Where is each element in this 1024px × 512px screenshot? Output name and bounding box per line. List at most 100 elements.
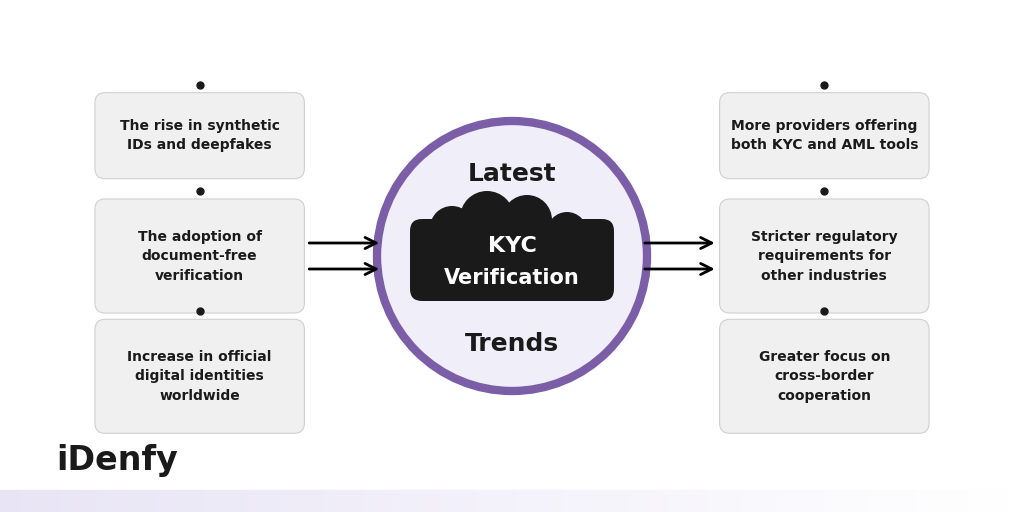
Bar [307, 490, 312, 512]
Bar [614, 490, 620, 512]
Bar [41, 490, 46, 512]
Bar [727, 490, 732, 512]
Bar [364, 490, 369, 512]
Bar [353, 490, 358, 512]
Bar [486, 490, 492, 512]
Bar [445, 490, 451, 512]
FancyBboxPatch shape [95, 319, 304, 433]
Bar [676, 490, 681, 512]
Bar [860, 490, 865, 512]
Bar [927, 490, 932, 512]
Bar [686, 490, 691, 512]
Bar [942, 490, 947, 512]
Bar [814, 490, 819, 512]
Text: The adoption of
document-free
verification: The adoption of document-free verificati… [137, 229, 262, 283]
Text: Latest: Latest [468, 162, 556, 186]
Bar [901, 490, 906, 512]
Bar [758, 490, 763, 512]
Bar [225, 490, 230, 512]
Bar [492, 490, 497, 512]
Bar [804, 490, 809, 512]
Bar [599, 490, 604, 512]
Text: More providers offering
both KYC and AML tools: More providers offering both KYC and AML… [730, 119, 919, 153]
Bar [56, 490, 61, 512]
Bar [348, 490, 353, 512]
Bar [430, 490, 435, 512]
Bar [261, 490, 266, 512]
Bar [410, 490, 415, 512]
Bar [845, 490, 850, 512]
Bar [20, 490, 26, 512]
Bar [717, 490, 722, 512]
Bar [824, 490, 829, 512]
Bar [548, 490, 553, 512]
Bar [916, 490, 922, 512]
Bar [532, 490, 538, 512]
Bar [154, 490, 159, 512]
Text: Trends: Trends [465, 332, 559, 356]
Bar [655, 490, 660, 512]
Bar [323, 490, 328, 512]
Bar [118, 490, 123, 512]
Bar [502, 490, 507, 512]
Bar [543, 490, 548, 512]
Bar [184, 490, 189, 512]
Bar [317, 490, 323, 512]
Bar [906, 490, 911, 512]
Bar [282, 490, 287, 512]
Bar [276, 490, 282, 512]
Circle shape [502, 195, 552, 245]
Bar [358, 490, 364, 512]
Bar [210, 490, 215, 512]
Bar [737, 490, 742, 512]
Bar [379, 490, 384, 512]
Bar [998, 490, 1004, 512]
Bar [312, 490, 317, 512]
Bar [563, 490, 568, 512]
Bar [650, 490, 655, 512]
Bar [440, 490, 445, 512]
Bar [215, 490, 220, 512]
Bar [271, 490, 276, 512]
Bar [512, 490, 517, 512]
Bar [952, 490, 957, 512]
Bar [159, 490, 164, 512]
Circle shape [547, 212, 587, 252]
Bar [61, 490, 67, 512]
Bar [108, 490, 113, 512]
Bar [287, 490, 292, 512]
Bar [660, 490, 666, 512]
Bar [404, 490, 410, 512]
Bar [988, 490, 993, 512]
Bar [589, 490, 594, 512]
Bar [1019, 490, 1024, 512]
Bar [896, 490, 901, 512]
Bar [338, 490, 343, 512]
Bar [978, 490, 983, 512]
Bar [205, 490, 210, 512]
FancyBboxPatch shape [95, 199, 304, 313]
Bar [799, 490, 804, 512]
Bar [748, 490, 753, 512]
Bar [691, 490, 696, 512]
Bar [456, 490, 461, 512]
Bar [461, 490, 466, 512]
Bar [829, 490, 835, 512]
Bar [251, 490, 256, 512]
Bar [189, 490, 195, 512]
Bar [558, 490, 563, 512]
Bar [174, 490, 179, 512]
Bar [625, 490, 630, 512]
Bar [937, 490, 942, 512]
Bar [46, 490, 51, 512]
Bar [957, 490, 963, 512]
Bar [696, 490, 701, 512]
FancyBboxPatch shape [720, 319, 929, 433]
Bar [297, 490, 302, 512]
Bar [911, 490, 916, 512]
FancyBboxPatch shape [720, 199, 929, 313]
Bar [26, 490, 31, 512]
Text: Stricter regulatory
requirements for
other industries: Stricter regulatory requirements for oth… [751, 229, 898, 283]
Bar [573, 490, 579, 512]
Bar [51, 490, 56, 512]
